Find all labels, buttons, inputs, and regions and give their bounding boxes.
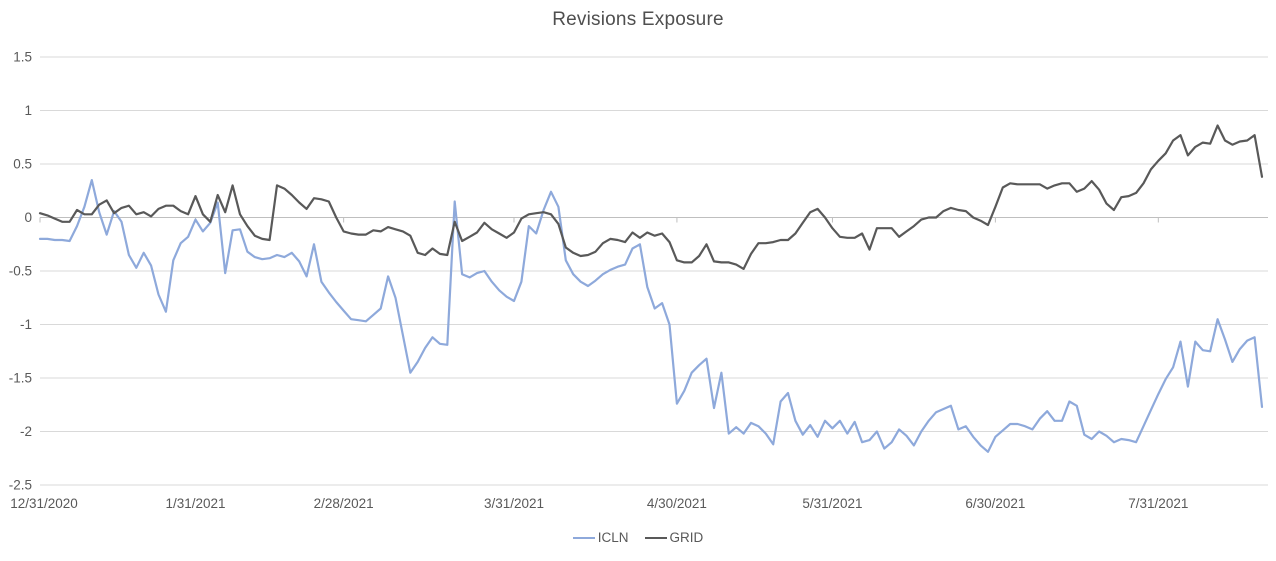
legend: ICLN GRID bbox=[0, 530, 1276, 545]
y-axis-tick-label: -2 bbox=[20, 424, 32, 439]
series-line-grid bbox=[38, 124, 1264, 270]
x-axis-tick-label: 5/31/2021 bbox=[802, 496, 862, 511]
chart-title: Revisions Exposure bbox=[552, 9, 724, 30]
x-axis-tick-label: 4/30/2021 bbox=[647, 496, 707, 511]
x-axis-tick-label: 12/31/2020 bbox=[10, 496, 78, 511]
legend-label-icln: ICLN bbox=[597, 530, 629, 545]
y-axis-tick-label: -1.5 bbox=[9, 371, 32, 386]
y-axis-tick-label: 0 bbox=[24, 210, 32, 225]
x-axis-tick-label: 6/30/2021 bbox=[965, 496, 1025, 511]
x-axis-tick-label: 2/28/2021 bbox=[314, 496, 374, 511]
legend-item-grid: GRID bbox=[644, 530, 704, 545]
legend-label-grid: GRID bbox=[669, 530, 704, 545]
x-axis-tick-label: 7/31/2021 bbox=[1128, 496, 1188, 511]
grid-line-swatch-icon bbox=[644, 536, 667, 539]
series-line-icln bbox=[38, 179, 1264, 453]
y-axis-tick-label: -2.5 bbox=[9, 478, 32, 493]
x-axis-tick-label: 3/31/2021 bbox=[484, 496, 544, 511]
legend-item-icln: ICLN bbox=[572, 530, 629, 545]
y-axis-tick-label: -1 bbox=[20, 317, 32, 332]
y-axis-tick-label: 1 bbox=[24, 103, 32, 118]
icln-line-swatch-icon bbox=[572, 536, 595, 539]
y-axis-tick-label: 0.5 bbox=[13, 157, 32, 172]
x-axis-tick-label: 1/31/2021 bbox=[165, 496, 225, 511]
y-axis-tick-label: 1.5 bbox=[13, 50, 32, 65]
y-axis-tick-label: -0.5 bbox=[9, 264, 32, 279]
